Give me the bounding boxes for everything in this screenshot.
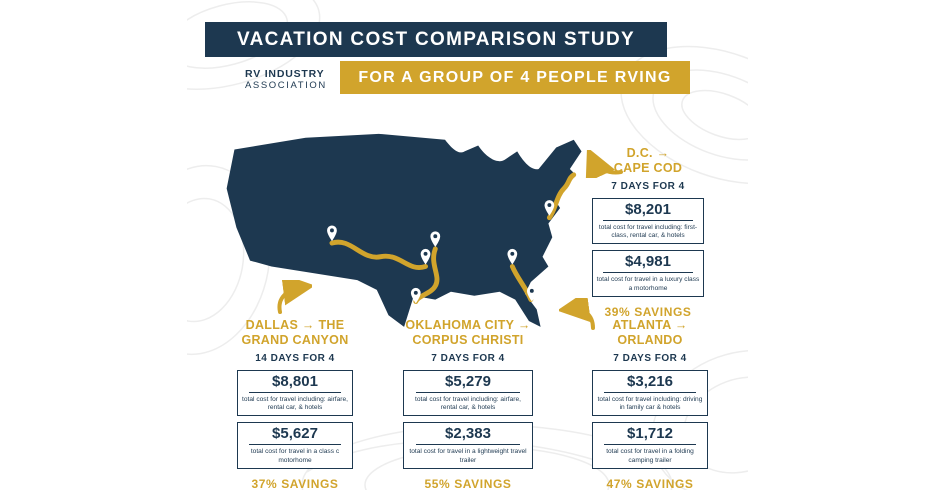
price-divider bbox=[603, 392, 697, 393]
rv-desc: total cost for travel in a luxury class … bbox=[596, 276, 700, 292]
rv-price: $4,981 bbox=[625, 253, 671, 271]
rv-price: $5,627 bbox=[272, 425, 318, 443]
rv-desc: total cost for travel in a lightweight t… bbox=[409, 448, 527, 464]
rv-desc: total cost for travel in a folding campi… bbox=[606, 448, 694, 464]
price-divider bbox=[603, 220, 693, 221]
map-pin-grand-canyon bbox=[327, 225, 337, 242]
page-title: VACATION COST COMPARISON STUDY bbox=[205, 22, 667, 57]
traditional-desc: total cost for travel including: driving… bbox=[597, 396, 703, 412]
rv-cost-box: $2,383 total cost for travel in a lightw… bbox=[403, 422, 533, 469]
route-title: ATLANTA → ORLANDO bbox=[592, 318, 708, 348]
price-divider bbox=[603, 444, 697, 446]
route-panel-dallas-grand-canyon: DALLAS → THE GRAND CANYON 14 DAYS FOR 4 … bbox=[237, 318, 353, 490]
page-subtitle: FOR A GROUP OF 4 PEOPLE RVING bbox=[340, 61, 690, 94]
route-duration: 7 DAYS FOR 4 bbox=[613, 353, 687, 364]
traditional-cost-box: $8,801 total cost for travel including: … bbox=[237, 370, 353, 417]
map-pin-orlando bbox=[526, 285, 537, 302]
traditional-price: $3,216 bbox=[627, 373, 673, 390]
route-title-line2: ORLANDO bbox=[617, 333, 683, 347]
map-pin-atlanta bbox=[507, 248, 518, 265]
map-pin-corpus-christi bbox=[410, 287, 421, 304]
route-line-dc-cape-cod bbox=[546, 172, 577, 221]
traditional-desc: total cost for travel including: airfare… bbox=[415, 396, 521, 412]
traditional-desc: total cost for travel including: airfare… bbox=[242, 396, 348, 412]
price-divider bbox=[603, 272, 693, 274]
savings-label: 55% SAVINGS bbox=[424, 476, 512, 490]
savings-label: 39% SAVINGS bbox=[604, 304, 692, 319]
price-divider bbox=[415, 392, 521, 393]
price-divider bbox=[415, 444, 521, 446]
rv-cost-box: $4,981 total cost for travel in a luxury… bbox=[592, 250, 704, 297]
us-map bbox=[226, 133, 582, 327]
traditional-cost-box: $8,201 total cost for travel including: … bbox=[592, 198, 704, 245]
curved-arrow-dallas bbox=[277, 280, 312, 314]
curved-arrow-atlanta bbox=[559, 298, 595, 330]
traditional-price: $8,201 bbox=[625, 201, 671, 218]
route-line-okc-corpus-christi bbox=[413, 246, 440, 304]
route-title-line2: CAPE COD bbox=[613, 161, 683, 175]
route-title: OKLAHOMA CITY → CORPUS CHRISTI bbox=[403, 318, 533, 348]
traditional-price: $8,801 bbox=[272, 373, 318, 390]
route-title: DALLAS → THE GRAND CANYON bbox=[237, 318, 353, 348]
logo-line2: ASSOCIATION bbox=[245, 79, 327, 91]
route-title-line1: D.C. → bbox=[626, 146, 670, 160]
us-map-silhouette bbox=[226, 133, 582, 327]
map-pin-dc bbox=[544, 200, 555, 216]
curved-arrow-dc bbox=[585, 150, 623, 178]
route-duration: 14 DAYS FOR 4 bbox=[255, 353, 335, 364]
route-title-line1: DALLAS → THE bbox=[245, 318, 345, 332]
vacation-cost-infographic: VACATION COST COMPARISON STUDY FOR A GRO… bbox=[187, 0, 748, 490]
route-line-dallas-grand-canyon bbox=[329, 239, 428, 270]
rv-desc: total cost for travel in a class c motor… bbox=[250, 448, 340, 464]
traditional-desc: total cost for travel including: first-c… bbox=[598, 224, 698, 240]
route-title-line1: ATLANTA → bbox=[612, 318, 688, 332]
route-panel-atlanta-orlando: ATLANTA → ORLANDO 7 DAYS FOR 4 $3,216 to… bbox=[592, 318, 708, 490]
route-panel-dc-cape-cod: D.C. → CAPE COD 7 DAYS FOR 4 $8,201 tota… bbox=[592, 146, 704, 319]
route-title-line2: CORPUS CHRISTI bbox=[412, 333, 524, 347]
savings-label: 47% SAVINGS bbox=[606, 476, 694, 490]
rv-price: $1,712 bbox=[627, 425, 673, 443]
rv-cost-box: $5,627 total cost for travel in a class … bbox=[237, 422, 353, 469]
map-pin-dallas bbox=[420, 248, 431, 265]
traditional-price: $5,279 bbox=[445, 373, 491, 390]
rv-price: $2,383 bbox=[445, 425, 491, 443]
price-divider bbox=[248, 392, 342, 393]
traditional-cost-box: $5,279 total cost for travel including: … bbox=[403, 370, 533, 417]
route-title-line2: GRAND CANYON bbox=[241, 333, 349, 347]
savings-label: 37% SAVINGS bbox=[251, 476, 339, 490]
price-divider bbox=[248, 444, 342, 446]
route-panel-okc-corpus-christi: OKLAHOMA CITY → CORPUS CHRISTI 7 DAYS FO… bbox=[403, 318, 533, 490]
route-title: D.C. → CAPE COD bbox=[592, 146, 704, 176]
traditional-cost-box: $3,216 total cost for travel including: … bbox=[592, 370, 708, 417]
route-title-line1: OKLAHOMA CITY → bbox=[405, 318, 531, 332]
route-duration: 7 DAYS FOR 4 bbox=[611, 181, 685, 192]
map-pin-oklahoma-city bbox=[430, 231, 441, 247]
logo-line1: RV INDUSTRY bbox=[245, 68, 325, 80]
rv-cost-box: $1,712 total cost for travel in a foldin… bbox=[592, 422, 708, 469]
rv-industry-association-logo: RV INDUSTRY ASSOCIATION bbox=[245, 68, 327, 91]
route-duration: 7 DAYS FOR 4 bbox=[431, 353, 505, 364]
